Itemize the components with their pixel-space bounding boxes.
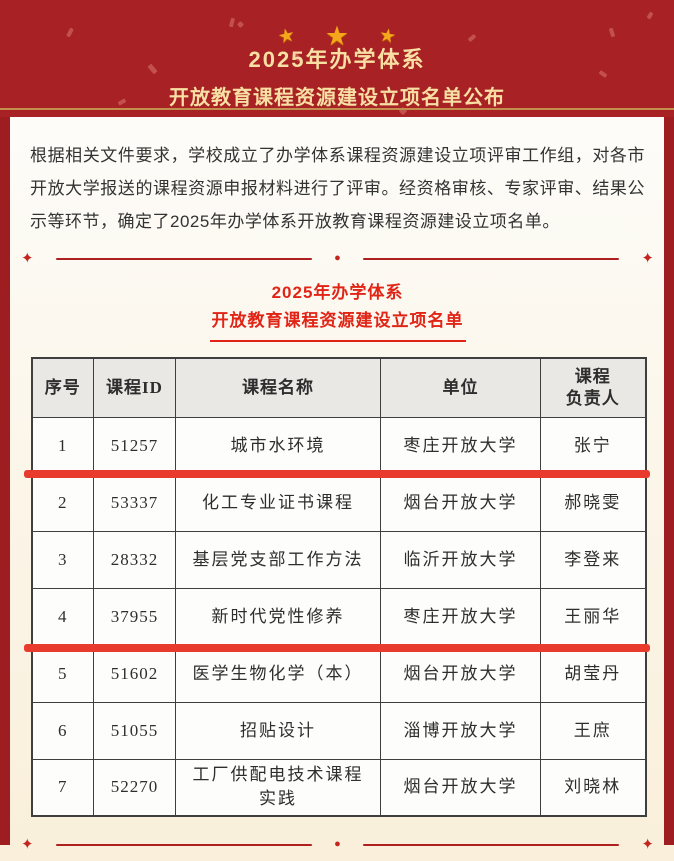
star-icon: ★ (324, 21, 350, 51)
table-row: 2 53337 化工专业证书课程 烟台开放大学 郝晓雯 (31, 473, 646, 532)
table-row: 5 51602 医学生物化学（本） 烟台开放大学 胡莹丹 (31, 644, 646, 703)
content-card: 根据相关文件要求，学校成立了办学体系课程资源建设立项评审工作组，对各市开放大学报… (0, 117, 674, 861)
banner-title-line2: 开放教育课程资源建设立项名单公布 (169, 87, 505, 109)
table-row: 4 37955 新时代党性修养 枣庄开放大学 王丽华 (31, 587, 646, 646)
table-cell: 刘晓林 (540, 758, 646, 817)
divider-rule (362, 843, 620, 846)
table-cell: 化工专业证书课程 (175, 473, 381, 532)
table-cell: 王庶 (540, 701, 646, 760)
col-header-course-name: 课程名称 (175, 357, 381, 418)
section-title-line1: 2025年办学体系 (271, 283, 404, 302)
table-cell: 烟台开放大学 (380, 473, 541, 532)
table-cell: 6 (31, 701, 94, 760)
table-cell: 4 (31, 587, 94, 646)
divider-rule (55, 257, 313, 260)
star-icon: ★ (377, 24, 398, 49)
table-cell: 新时代党性修养 (175, 587, 381, 646)
col-header-leader: 课程 负责人 (540, 357, 646, 418)
table-cell: 王丽华 (540, 587, 646, 646)
table-cell: 烟台开放大学 (380, 644, 541, 703)
table-row: 6 51055 招贴设计 淄博开放大学 王庶 (31, 701, 646, 760)
table-cell: 52270 (93, 758, 176, 817)
table-cell: 基层党支部工作方法 (175, 530, 381, 589)
table-cell: 5 (31, 644, 94, 703)
diamond-icon: ✦ (21, 250, 34, 267)
highlight-line-2 (23, 644, 650, 652)
right-red-border (664, 117, 674, 845)
table-cell: 2 (31, 473, 94, 532)
table-cell: 1 (31, 416, 94, 475)
col-header-unit: 单位 (380, 357, 541, 418)
table-cell: 28332 (93, 530, 176, 589)
banner: ★ ★ ★ 2025年办学体系 开放教育课程资源建设立项名单公布 (0, 0, 674, 117)
section-title: 2025年办学体系 开放教育课程资源建设立项名单 (30, 279, 645, 342)
table-row: 1 51257 城市水环境 枣庄开放大学 张宁 (31, 416, 646, 475)
star-icon: ★ (275, 24, 297, 49)
table-cell: 胡莹丹 (540, 644, 646, 703)
table-cell: 医学生物化学（本） (175, 644, 381, 703)
table-row: 3 28332 基层党支部工作方法 临沂开放大学 李登来 (31, 530, 646, 589)
table-cell: 枣庄开放大学 (380, 587, 541, 646)
star-row: ★ ★ ★ (0, 0, 674, 51)
dot-icon: ● (334, 252, 341, 264)
table-cell: 53337 (93, 473, 176, 532)
diamond-icon: ✦ (641, 250, 654, 267)
table-cell: 烟台开放大学 (380, 758, 541, 817)
divider-rule (55, 843, 313, 846)
table-cell: 临沂开放大学 (380, 530, 541, 589)
table-cell: 工厂供配电技术课程 实践 (175, 758, 381, 817)
table-cell: 51055 (93, 701, 176, 760)
ornament-divider-bottom: ✦ ● ✦ (21, 837, 654, 852)
table-cell: 张宁 (540, 416, 646, 475)
table-cell: 城市水环境 (175, 416, 381, 475)
table-cell: 枣庄开放大学 (380, 416, 541, 475)
table-cell: 51257 (93, 416, 176, 475)
table-row: 7 52270 工厂供配电技术课程 实践 烟台开放大学 刘晓林 (31, 758, 646, 817)
left-red-border (0, 117, 10, 845)
table-cell: 7 (31, 758, 94, 817)
ornament-divider-top: ✦ ● ✦ (21, 251, 654, 266)
col-header-course-id: 课程ID (93, 357, 176, 418)
dot-icon: ● (334, 838, 341, 850)
table-cell: 3 (31, 530, 94, 589)
section-title-line2: 开放教育课程资源建设立项名单 (209, 307, 466, 342)
highlight-line-1 (23, 470, 650, 478)
table-cell: 淄博开放大学 (380, 701, 541, 760)
gold-divider-line (0, 108, 674, 110)
course-table: 序号 课程ID 课程名称 单位 课程 负责人 1 51257 城市水环境 枣庄开放大学… (30, 357, 647, 817)
table-cell: 李登来 (540, 530, 646, 589)
diamond-icon: ✦ (641, 836, 654, 853)
course-table-body: 1 51257 城市水环境 枣庄开放大学 张宁 2 53337 化工专业证书课程 烟台开放大学郝… (31, 416, 646, 817)
table-cell: 51602 (93, 644, 176, 703)
table-cell: 郝晓雯 (540, 473, 646, 532)
col-header-index: 序号 (31, 357, 94, 418)
table-cell: 招贴设计 (175, 701, 381, 760)
course-table-header: 序号 课程ID 课程名称 单位 课程 负责人 (31, 357, 646, 418)
diamond-icon: ✦ (21, 836, 34, 853)
intro-paragraph: 根据相关文件要求，学校成立了办学体系课程资源建设立项评审工作组，对各市开放大学报… (30, 146, 645, 231)
divider-rule (362, 257, 620, 260)
table-cell: 37955 (93, 587, 176, 646)
course-table-wrap: 序号 课程ID 课程名称 单位 课程 负责人 1 51257 城市水环境 枣庄开放大学… (23, 357, 650, 817)
banner-title-line1: 2025年办学体系 (248, 47, 426, 72)
